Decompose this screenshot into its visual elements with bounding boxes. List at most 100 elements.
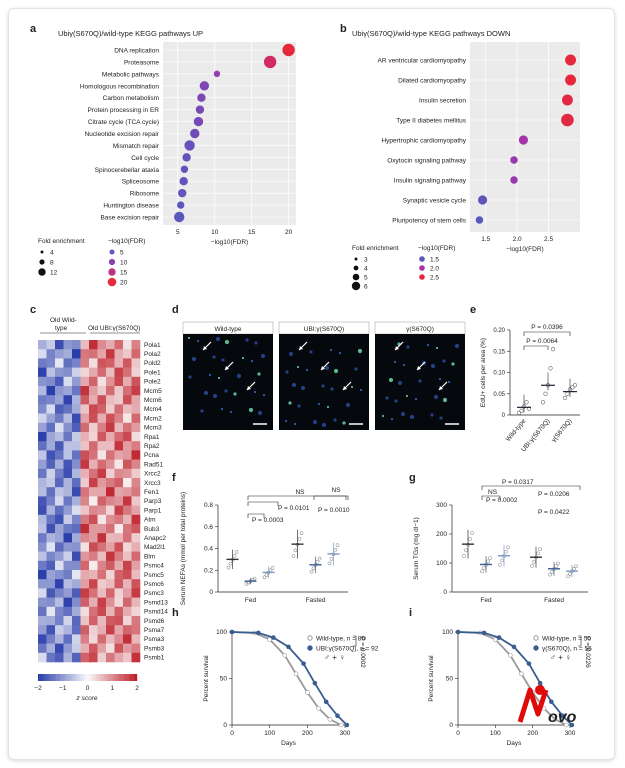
heatmap-cell xyxy=(72,514,81,525)
heatmap-cell xyxy=(46,542,56,552)
panel-i-censor-mark xyxy=(537,680,543,686)
heatmap-cell xyxy=(97,404,107,414)
micrograph-cell xyxy=(394,399,398,403)
heatmap-cell xyxy=(131,625,141,635)
micrograph-cell xyxy=(215,336,221,342)
heatmap-cell xyxy=(72,367,81,378)
heatmap-cell xyxy=(46,358,56,368)
heatmap-cell xyxy=(97,395,107,405)
heatmap-cell xyxy=(131,367,141,378)
panel-i-censor-mark xyxy=(549,699,554,705)
panel-e-point xyxy=(565,391,570,396)
panel-b-xtick: 1.5 xyxy=(481,236,490,243)
heatmap-cell xyxy=(38,358,47,368)
heatmap-cell xyxy=(80,349,90,359)
micrograph-cell xyxy=(288,401,292,405)
heatmap-cell xyxy=(55,468,64,479)
heatmap-cell xyxy=(106,542,115,552)
panel-c-gene-label: Pola1 xyxy=(144,342,161,349)
panel-f-ytick: 0 xyxy=(209,589,213,596)
heatmap-cell xyxy=(89,560,98,571)
heatmap-cell xyxy=(55,606,64,617)
panel-i-censor-mark xyxy=(519,671,524,677)
heatmap-cell xyxy=(123,441,132,451)
panel-i-xtick: 200 xyxy=(527,730,538,737)
micrograph-cell xyxy=(324,365,330,371)
heatmap-cell xyxy=(114,349,124,359)
panel-f-ytick: 0.2 xyxy=(204,567,213,574)
heatmap-cell xyxy=(63,459,73,470)
heatmap-cell xyxy=(38,514,47,525)
panel-a-point xyxy=(195,105,205,114)
heatmap-cell xyxy=(72,441,81,451)
panel-c-gene-label: Xrcc3 xyxy=(144,480,161,487)
heatmap-cell xyxy=(97,386,107,396)
heatmap-cell xyxy=(63,349,73,359)
micrograph-cell xyxy=(317,402,321,406)
heatmap-cell xyxy=(106,514,115,525)
panel-a-point xyxy=(282,43,295,57)
colorbar-segment xyxy=(57,674,60,681)
heatmap-cell xyxy=(55,496,64,506)
heatmap-cell xyxy=(72,524,81,534)
colorbar-segment xyxy=(87,674,90,681)
heatmap-cell xyxy=(114,413,124,424)
panel-b-point xyxy=(565,74,577,86)
colorbar-segment xyxy=(97,674,100,681)
heatmap-cell xyxy=(46,432,56,442)
heatmap-cell xyxy=(55,560,64,571)
heatmap-cell xyxy=(55,432,64,442)
heatmap-cell xyxy=(55,459,64,470)
heatmap-cell xyxy=(97,487,107,497)
micrograph-cell xyxy=(297,404,301,408)
heatmap-cell xyxy=(114,542,124,552)
micrograph-cell xyxy=(350,385,354,389)
panel-i-xtick: 100 xyxy=(490,730,501,737)
panel-g-point xyxy=(470,531,474,535)
heatmap-cell xyxy=(89,340,98,350)
heatmap-cell xyxy=(46,597,56,608)
heatmap-cell xyxy=(131,524,141,534)
panel-g-ytick: 0 xyxy=(443,589,447,596)
micrograph-arrowhead xyxy=(203,346,207,350)
micrograph-cell xyxy=(200,409,204,413)
panel-h-pvalue: P = 0.0002 xyxy=(359,636,366,668)
panel-a-legend-fdr-value: 10 xyxy=(120,260,128,267)
heatmap-cell xyxy=(63,606,73,617)
heatmap-cell xyxy=(123,560,132,571)
panel-h-ytick: 100 xyxy=(216,629,227,636)
heatmap-cell xyxy=(63,468,73,479)
heatmap-cell xyxy=(106,478,115,488)
micrograph-cell xyxy=(433,394,439,400)
colorbar-segment xyxy=(77,674,80,681)
heatmap-cell xyxy=(72,487,81,497)
heatmap-cell xyxy=(38,625,47,635)
micrograph-cell xyxy=(245,338,249,342)
panel-h-censor-mark xyxy=(267,637,272,642)
panel-a-point xyxy=(177,201,185,209)
heatmap-cell xyxy=(46,349,56,359)
novo-logo xyxy=(517,685,549,723)
heatmap-cell xyxy=(63,643,73,654)
heatmap-cell xyxy=(106,616,115,626)
heatmap-cell xyxy=(63,570,73,580)
panel-c-gene-label: Psmc5 xyxy=(144,572,164,579)
micrograph-cell xyxy=(330,387,334,391)
colorbar-segment xyxy=(115,674,118,681)
heatmap-cell xyxy=(123,524,132,534)
micrograph-cell xyxy=(300,385,306,391)
heatmap-cell xyxy=(114,386,124,396)
heatmap-cell xyxy=(123,606,132,617)
panel-label-b: b xyxy=(340,23,347,35)
heatmap-cell xyxy=(123,395,132,405)
micrograph-cell xyxy=(442,397,448,403)
panel-h-censor-mark xyxy=(293,671,299,677)
panel-i-sex-label: ♂ + ♀ xyxy=(550,653,571,662)
heatmap-cell xyxy=(89,487,98,497)
panel-f-ytick: 0.8 xyxy=(204,502,213,509)
micrograph-cell xyxy=(288,351,294,357)
heatmap-cell xyxy=(123,367,132,378)
micrograph-cell xyxy=(333,368,339,374)
panel-b-legend-fdr-title: −log10(FDR) xyxy=(418,245,455,252)
